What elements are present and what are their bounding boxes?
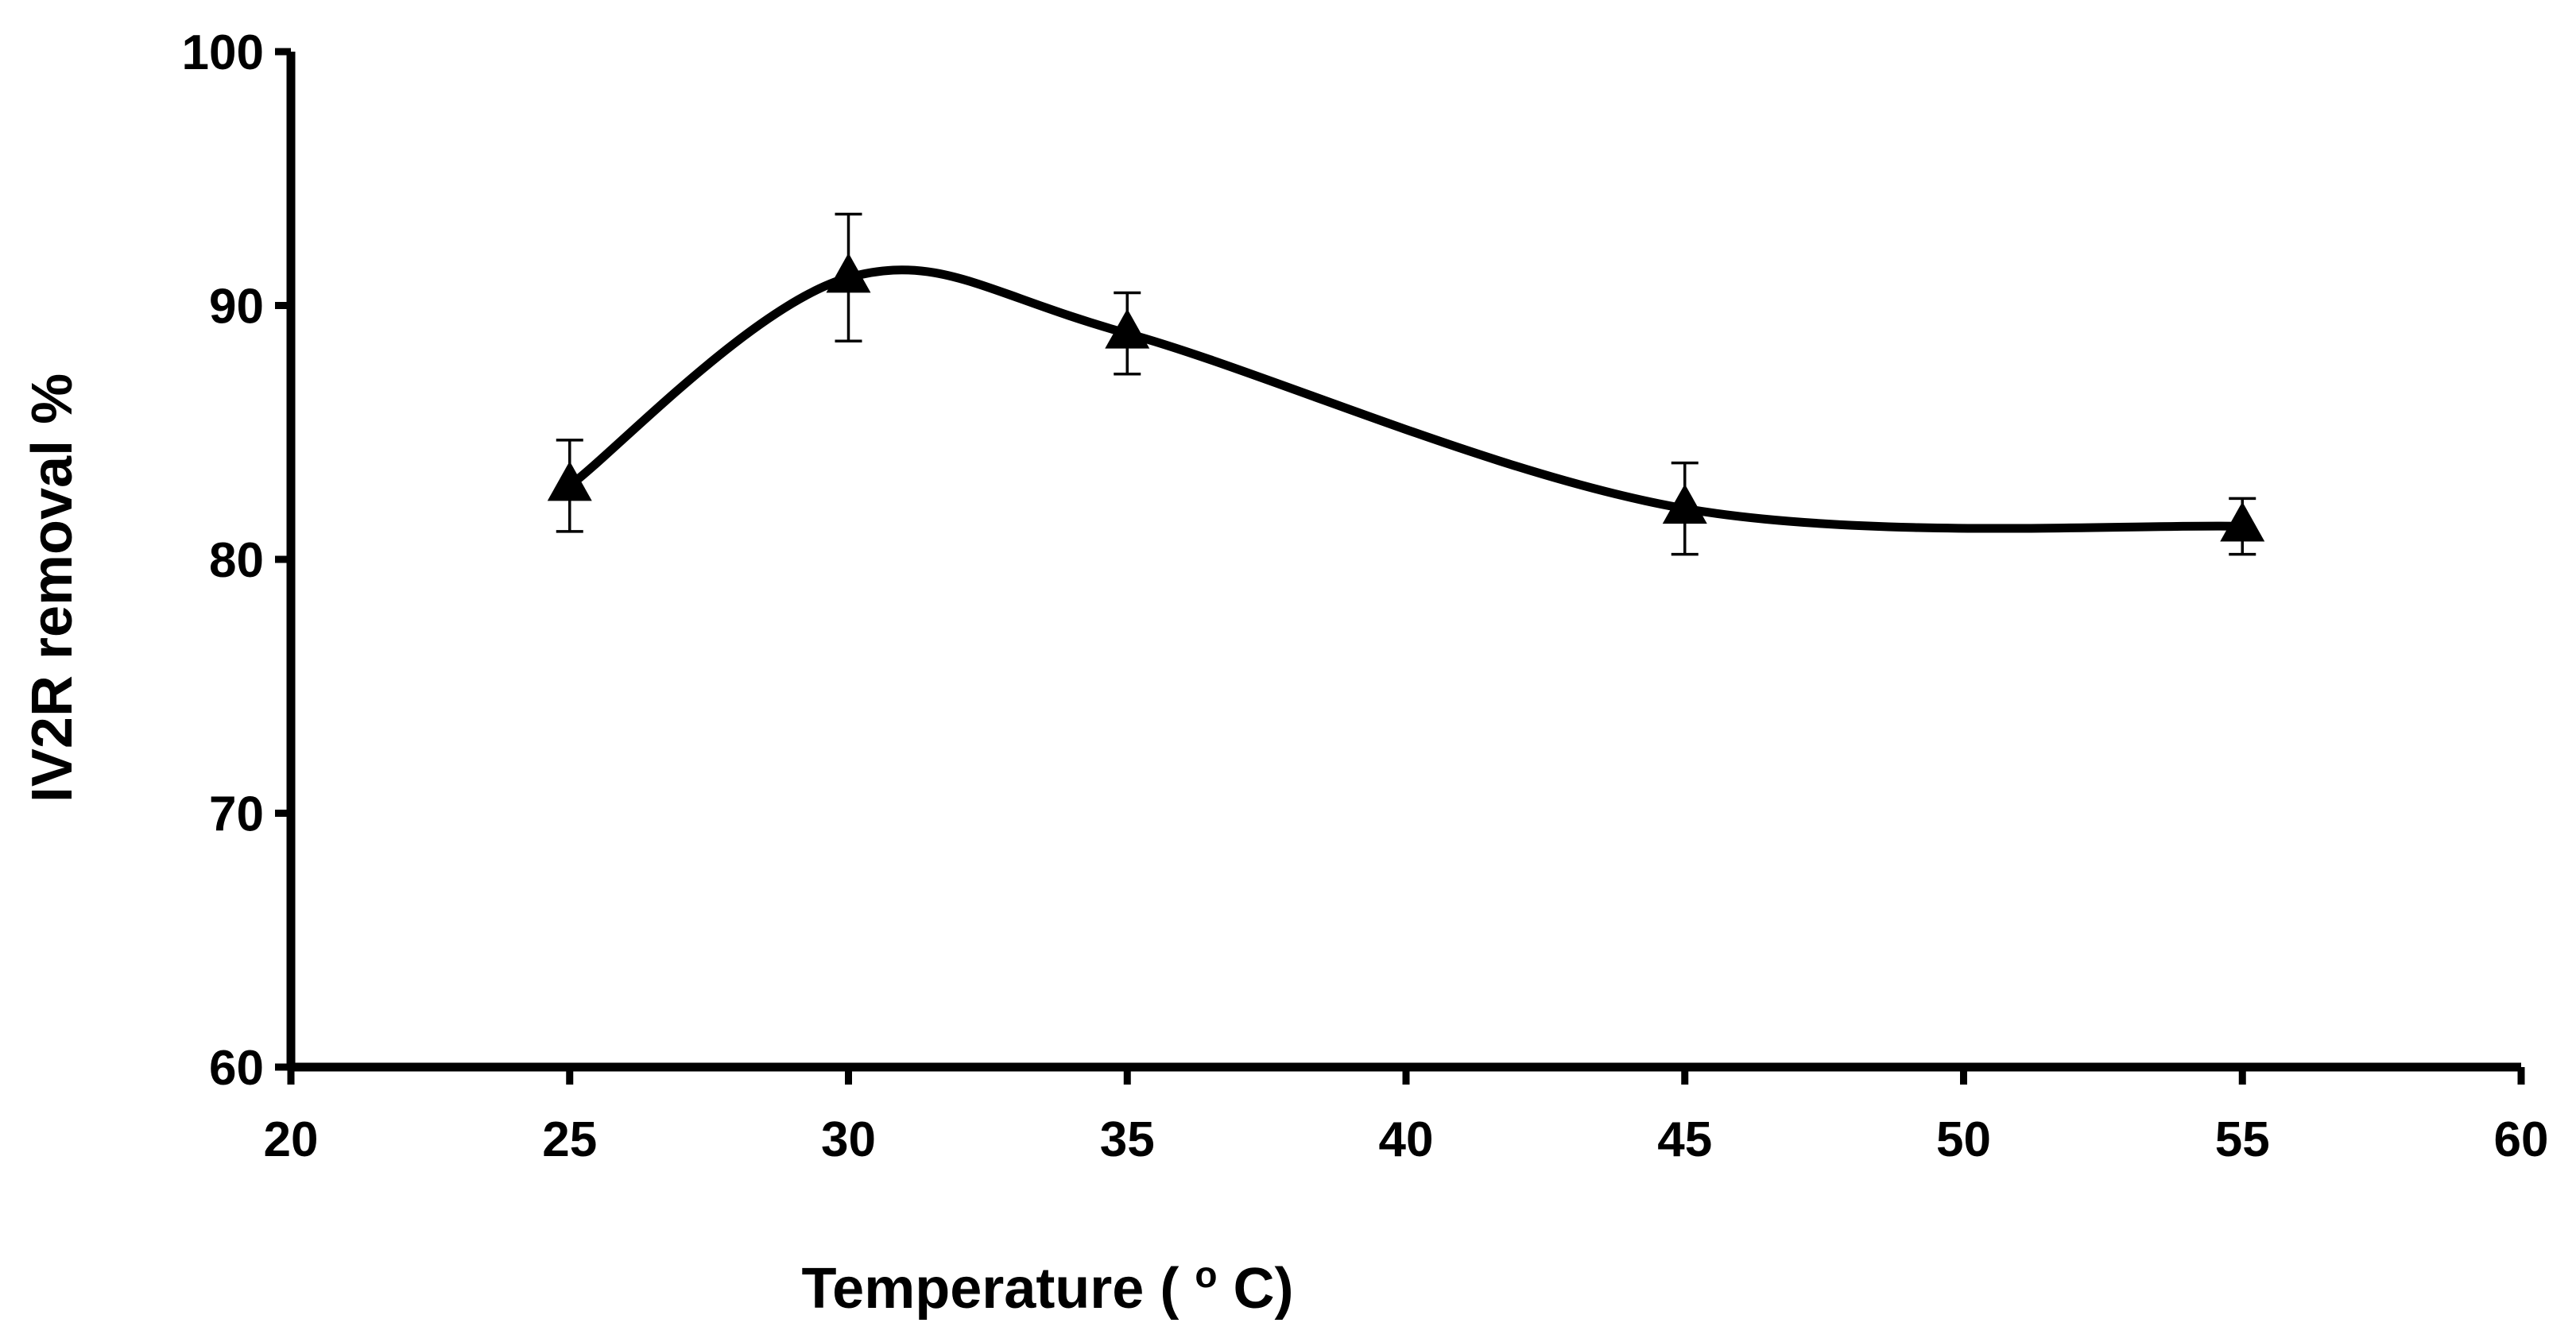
y-tick-label: 80 — [209, 533, 264, 588]
data-point — [826, 253, 871, 293]
x-tick-label: 55 — [2215, 1112, 2270, 1167]
x-tick-label: 20 — [264, 1112, 319, 1167]
axes — [286, 52, 2521, 1072]
ticks: 60 70 80 90 100 20 25 30 35 40 45 50 55 60 — [182, 25, 2549, 1167]
y-tick-label: 100 — [182, 25, 264, 80]
x-tick-label: 35 — [1100, 1112, 1155, 1167]
data-point — [547, 461, 592, 501]
y-axis-label: IV2R removal % — [21, 373, 84, 802]
y-tick-label: 70 — [209, 787, 264, 842]
x-tick-label: 50 — [1936, 1112, 1991, 1167]
series-line — [567, 265, 2243, 533]
data-point — [1105, 308, 1150, 349]
x-tick-label: 60 — [2494, 1112, 2549, 1167]
x-axis-label: Temperature ( o C) — [802, 1254, 1294, 1321]
x-tick-label: 30 — [821, 1112, 876, 1167]
x-axis-label-main: Temperature ( — [802, 1257, 1180, 1321]
data-point — [1662, 484, 1707, 524]
x-tick-label: 45 — [1657, 1112, 1712, 1167]
x-axis-label-superscript: o — [1195, 1254, 1217, 1295]
series — [547, 212, 2265, 556]
data-point — [2220, 501, 2265, 542]
y-tick-label: 60 — [209, 1041, 264, 1096]
x-tick-label: 40 — [1379, 1112, 1434, 1167]
x-axis-label-tail: C) — [1233, 1257, 1293, 1321]
x-tick-label: 25 — [542, 1112, 597, 1167]
y-tick-label: 90 — [209, 280, 264, 335]
